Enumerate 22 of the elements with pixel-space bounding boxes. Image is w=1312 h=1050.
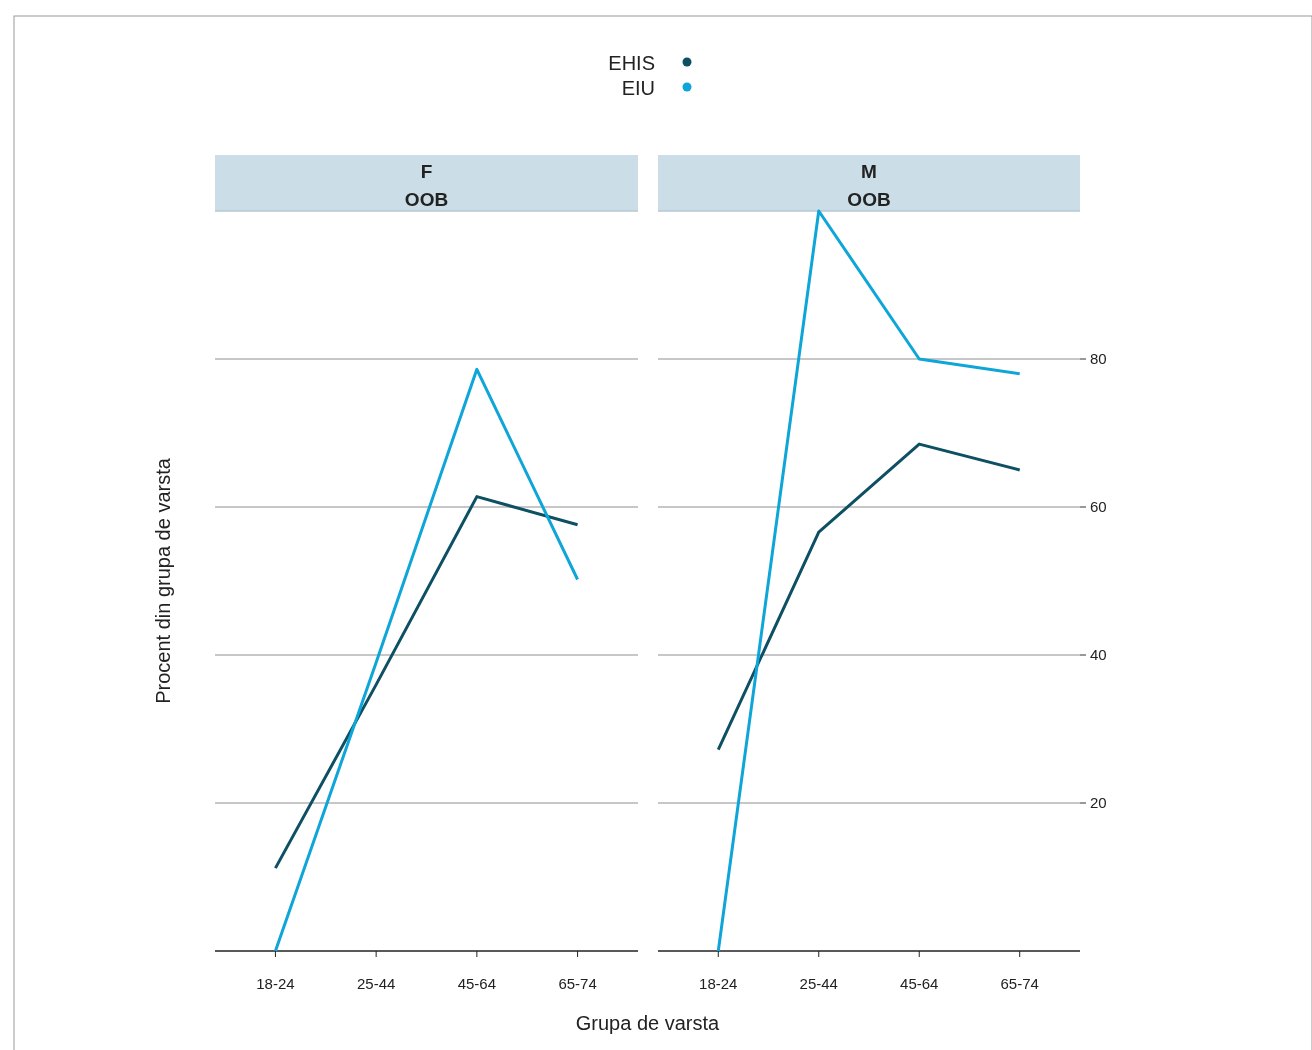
x-tick-label: 25-44 bbox=[356, 975, 396, 992]
chart-title: F bbox=[420, 161, 433, 182]
x-tick-label: 65-74 bbox=[558, 975, 597, 992]
legend-label: EHIS bbox=[608, 52, 655, 74]
x-tick-label: 45-64 bbox=[457, 975, 497, 992]
chart-title: M bbox=[861, 161, 877, 182]
chart-subtitle: OOB bbox=[847, 189, 891, 210]
legend-label: EIU bbox=[621, 77, 655, 99]
x-tick-label: 18-24 bbox=[699, 975, 738, 992]
x-tick-label: 18-24 bbox=[256, 975, 295, 992]
y-axis-title: Procent din grupa de varsta bbox=[152, 457, 174, 704]
y-tick-label: 80 bbox=[1090, 350, 1107, 368]
y-tick-label: 40 bbox=[1090, 646, 1107, 664]
x-tick-label: 25-44 bbox=[799, 975, 838, 992]
x-tick-label: 65-74 bbox=[1000, 975, 1039, 992]
x-axis-title: Grupa de varsta bbox=[575, 1012, 721, 1034]
chart-subtitle: OOB bbox=[404, 189, 449, 210]
line-series bbox=[716, 442, 1022, 752]
y-tick-label: 20 bbox=[1090, 794, 1107, 812]
x-tick-label: 45-64 bbox=[900, 975, 939, 992]
y-tick-label: 60 bbox=[1090, 498, 1107, 516]
line-series bbox=[716, 209, 1022, 953]
